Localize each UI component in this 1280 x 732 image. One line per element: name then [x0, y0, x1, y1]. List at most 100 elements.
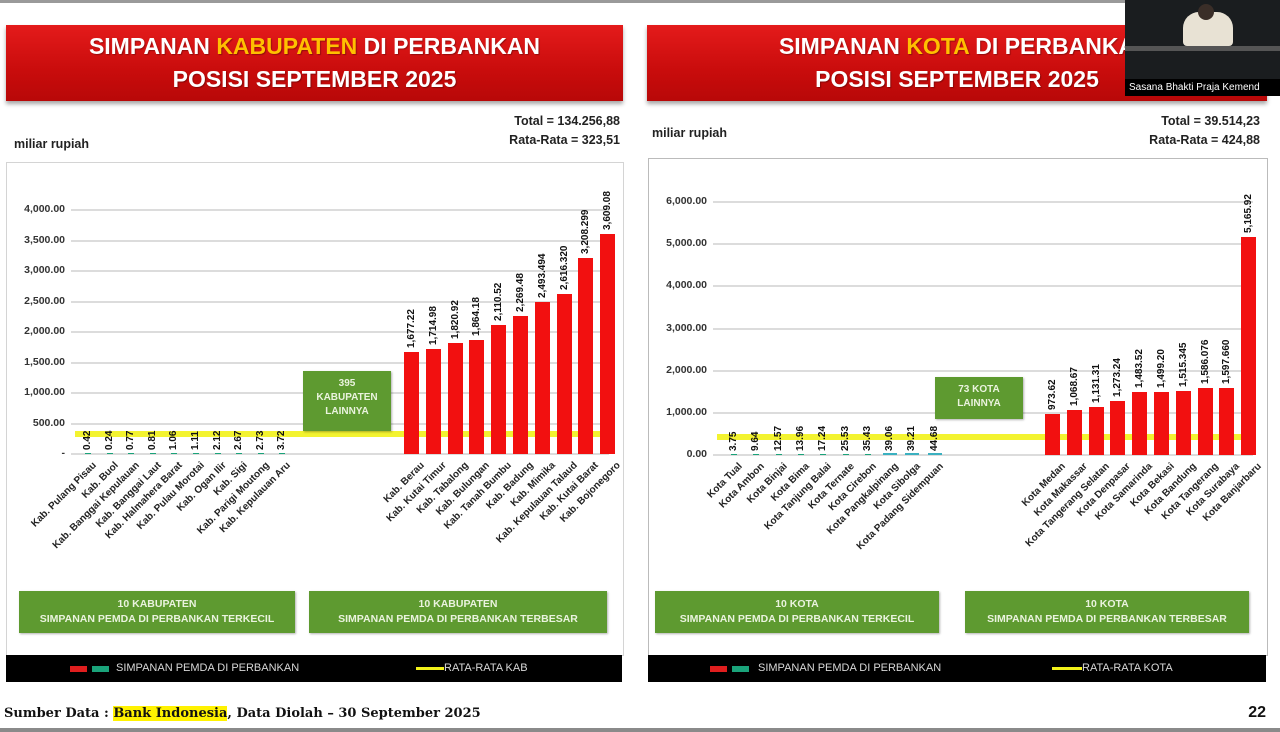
bar-value-label: 5,165.92	[1243, 194, 1255, 234]
bar-value-label: 2.67	[233, 430, 245, 450]
kota-legend: SIMPANAN PEMDA DI PERBANKAN RATA-RATA KO…	[648, 655, 1266, 682]
bar-small	[775, 454, 782, 455]
bar-value-label: 1,820.92	[449, 299, 461, 339]
legend-series-label: SIMPANAN PEMDA DI PERBANKAN	[758, 662, 942, 674]
bar-value-label: 1,864.18	[471, 297, 483, 337]
webcam-desk	[1125, 46, 1280, 51]
y-axis-tick: 1,000.00	[666, 405, 707, 418]
bar-value-label: 12.57	[772, 425, 784, 451]
bar-large	[1045, 413, 1060, 455]
gridline	[713, 454, 1253, 456]
bar-value-label: 13.96	[794, 425, 806, 451]
bar-value-label: 1,068.67	[1068, 367, 1080, 406]
bar-value-label: 1,499.20	[1156, 348, 1167, 388]
bar-small	[883, 453, 898, 455]
kota-average: Rata-Rata = 424,88	[1149, 133, 1260, 147]
gridline	[71, 300, 609, 303]
others-count-box: 395 KABUPATEN LAINNYA	[303, 371, 391, 431]
kabupaten-legend: SIMPANAN PEMDA DI PERBANKAN RATA-RATA KA…	[6, 655, 622, 682]
average-line	[717, 434, 1241, 441]
kota-total: Total = 39.514,23	[1161, 114, 1260, 128]
bar-value-label: 3.75	[728, 431, 739, 451]
bar-large	[513, 315, 528, 454]
bar-value-label: 1.11	[190, 431, 201, 450]
gridline	[713, 285, 1253, 288]
bar-small	[214, 453, 221, 454]
kabupaten-subtitle: POSISI SEPTEMBER 2025	[172, 66, 457, 92]
gridline	[713, 201, 1253, 203]
y-axis-tick: 4,000.00	[666, 279, 707, 292]
bar-large	[1219, 387, 1235, 455]
legend-red-swatch	[710, 666, 727, 672]
bar-large	[534, 301, 550, 454]
y-axis-tick: 2,500.00	[24, 294, 65, 307]
gridline	[713, 243, 1253, 246]
kabupaten-title-banner: SIMPANAN KABUPATEN DI PERBANKAN POSISI S…	[6, 25, 623, 101]
kota-chart: 0.00 1,000.00 2,000.00 3,000.00 4,000.00 5,00…	[648, 158, 1268, 656]
y-axis-tick: 5,000.00	[666, 237, 707, 250]
kabupaten-title: SIMPANAN KABUPATEN DI PERBANKAN	[88, 33, 541, 59]
kota-title: SIMPANAN KOTA DI PERBANKA	[778, 33, 1136, 59]
legend-avg-label: RATA-RATA KAB	[444, 662, 528, 674]
bar-small	[731, 454, 737, 455]
bar-large	[1154, 391, 1169, 455]
kabupaten-stats: Total = 134.256,88 Rata-Rata = 323,51	[420, 112, 620, 150]
bar-value-label: 2,110.52	[493, 282, 505, 322]
bar-small	[279, 453, 286, 454]
kota-subtitle: POSISI SEPTEMBER 2025	[815, 66, 1099, 92]
kota-smallest-group-label: 10 KOTA SIMPANAN PEMDA DI PERBANKAN TERK…	[655, 591, 939, 633]
bar-value-label: 35.43	[861, 425, 873, 451]
y-axis-tick: 6,000.00	[666, 195, 707, 207]
bar-value-label: 0.42	[82, 430, 93, 450]
webcam-caption: Sasana Bhakti Praja Kemend	[1125, 79, 1280, 96]
kabupaten-unit-label: miliar rupiah	[14, 137, 90, 151]
top-border	[0, 0, 1280, 3]
bar-small	[128, 453, 135, 454]
bar-large	[491, 325, 507, 454]
bar-small	[905, 453, 920, 455]
kabupaten-average: Rata-Rata = 323,51	[509, 133, 620, 147]
bar-value-label: 0.81	[146, 430, 158, 450]
gridline	[71, 209, 609, 211]
bar-value-label: 17.24	[817, 425, 829, 451]
legend-teal-swatch	[732, 666, 749, 672]
bar-small	[106, 453, 113, 454]
legend-red-swatch	[70, 666, 87, 672]
bar-small	[171, 453, 178, 454]
bar-small	[753, 454, 760, 455]
bar-small	[85, 453, 91, 454]
kota-stats: Total = 39.514,23 Rata-Rata = 424,88	[1060, 112, 1260, 150]
bar-value-label: 1,483.52	[1134, 349, 1146, 389]
bar-large	[1088, 407, 1104, 455]
y-axis-tick: 1,500.00	[24, 355, 65, 368]
bar-large	[1197, 388, 1213, 455]
webcam-person-head	[1198, 4, 1214, 20]
webcam-overlay[interactable]: Sasana Bhakti Praja Kemend	[1125, 0, 1280, 96]
source-name: Bank Indonesia	[113, 706, 228, 721]
y-axis-tick: 3,000.00	[24, 264, 65, 276]
bar-value-label: 1,586.076	[1199, 339, 1211, 385]
y-axis-tick: 500.00	[32, 416, 65, 429]
legend-avg-line	[416, 667, 444, 670]
bar-value-label: 2,616.320	[558, 245, 570, 291]
legend-avg-line	[1052, 667, 1082, 670]
bar-value-label: 3.72	[276, 430, 288, 450]
bar-small	[257, 453, 264, 454]
bar-large	[447, 342, 463, 454]
gridline	[71, 331, 609, 333]
legend-teal-swatch	[92, 666, 109, 672]
bar-small	[927, 453, 942, 455]
bar-large	[578, 258, 594, 454]
bar-large	[1110, 401, 1126, 455]
legend-avg-label: RATA-RATA KOTA	[1082, 662, 1173, 674]
bottom-border	[0, 728, 1280, 732]
bar-large	[425, 349, 441, 454]
bar-value-label: 973.62	[1047, 379, 1058, 410]
bar-value-label: 0.24	[103, 430, 115, 450]
gridline	[71, 239, 609, 242]
kota-unit-label: miliar rupiah	[652, 126, 728, 140]
y-axis-tick: 2,000.00	[24, 325, 65, 337]
bar-large	[1241, 237, 1257, 455]
kota-largest-group-label: 10 KOTA SIMPANAN PEMDA DI PERBANKAN TERB…	[965, 591, 1249, 633]
kabupaten-chart: - 500.00 1,000.00 1,500.00 2,000.00 2,500.00 3…	[6, 162, 624, 656]
